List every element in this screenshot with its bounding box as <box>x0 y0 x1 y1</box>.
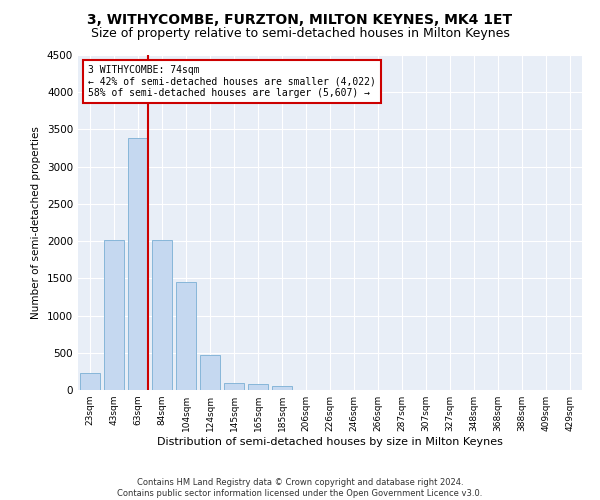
Bar <box>200 355 220 390</box>
Text: 3 WITHYCOMBE: 74sqm
← 42% of semi-detached houses are smaller (4,022)
58% of sem: 3 WITHYCOMBE: 74sqm ← 42% of semi-detach… <box>88 65 376 98</box>
Bar <box>80 373 100 390</box>
Text: Contains HM Land Registry data © Crown copyright and database right 2024.
Contai: Contains HM Land Registry data © Crown c… <box>118 478 482 498</box>
X-axis label: Distribution of semi-detached houses by size in Milton Keynes: Distribution of semi-detached houses by … <box>157 437 503 447</box>
Bar <box>224 382 244 390</box>
Bar <box>248 384 268 390</box>
Bar <box>152 240 172 390</box>
Y-axis label: Number of semi-detached properties: Number of semi-detached properties <box>31 126 41 319</box>
Text: 3, WITHYCOMBE, FURZTON, MILTON KEYNES, MK4 1ET: 3, WITHYCOMBE, FURZTON, MILTON KEYNES, M… <box>88 12 512 26</box>
Text: Size of property relative to semi-detached houses in Milton Keynes: Size of property relative to semi-detach… <box>91 28 509 40</box>
Bar <box>128 138 148 390</box>
Bar <box>176 282 196 390</box>
Bar <box>104 240 124 390</box>
Bar <box>272 386 292 390</box>
